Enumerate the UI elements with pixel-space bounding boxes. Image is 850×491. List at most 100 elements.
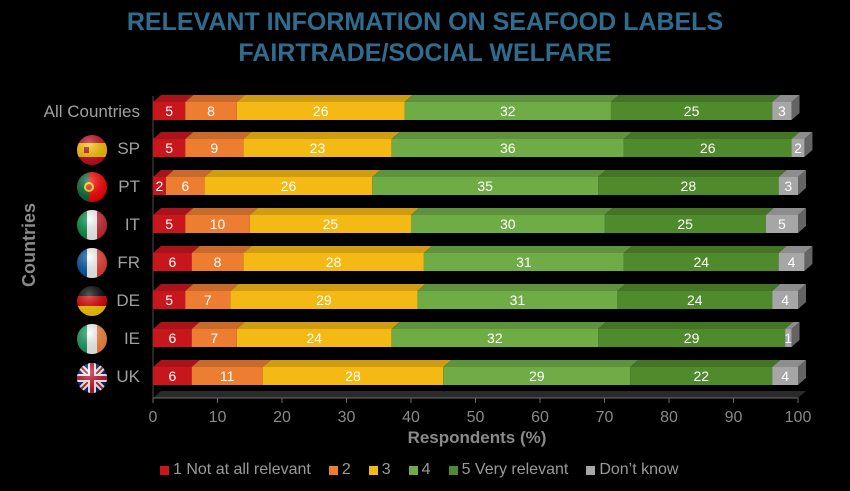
bar-segment [423, 253, 624, 271]
bar-segment [262, 367, 444, 385]
legend-label: 2 [341, 461, 351, 478]
category-label: IT [125, 215, 140, 234]
category-label: All Countries [44, 102, 140, 121]
bar-segment [772, 367, 798, 385]
bar-top-face [153, 284, 194, 291]
legend-item: 5 Very relevant [448, 461, 568, 479]
x-tick-label: 90 [725, 409, 743, 426]
bar-side-face [798, 208, 806, 233]
bar-value-label: 28 [326, 254, 342, 270]
bar-value-label: 5 [778, 216, 786, 232]
bar-segment [153, 329, 192, 347]
bar-value-label: 24 [687, 292, 703, 308]
bar-segment [153, 367, 192, 385]
bar-segment [623, 253, 779, 271]
bar-segment [204, 177, 373, 195]
legend-label: 4 [421, 461, 431, 478]
bar-top-face [772, 284, 806, 291]
bar-segment [185, 215, 250, 233]
bar-value-label: 7 [204, 292, 212, 308]
bar-top-face [785, 322, 800, 329]
bar-top-face [391, 132, 632, 139]
ireland-flag-icon [77, 324, 107, 354]
bar-value-label: 25 [323, 216, 339, 232]
bar-segment [617, 291, 773, 309]
legend-item: 4 [408, 461, 431, 479]
bar-top-face [185, 95, 245, 102]
bar-value-label: 32 [487, 330, 503, 346]
x-tick-label: 100 [785, 409, 812, 426]
bar-segment [623, 139, 792, 157]
bar-top-face [372, 170, 607, 177]
bar-segment [417, 291, 618, 309]
x-tick-label: 40 [402, 409, 420, 426]
bar-segment [404, 102, 611, 120]
bar-segment [191, 367, 263, 385]
bar-segment [243, 139, 392, 157]
france-flag-icon [77, 248, 107, 278]
bar-value-label: 25 [677, 216, 693, 232]
bar-top-face [153, 132, 194, 139]
category-label: SP [117, 139, 140, 158]
bar-segment [153, 215, 186, 233]
x-tick-label: 10 [209, 409, 227, 426]
bar-value-label: 22 [693, 368, 709, 384]
bar-value-label: 7 [210, 330, 218, 346]
x-tick-label: 80 [660, 409, 678, 426]
bar-side-face [804, 246, 813, 271]
bar-top-face [417, 284, 626, 291]
bar-value-label: 35 [477, 178, 493, 194]
bar-value-label: 29 [316, 292, 332, 308]
bar-top-face [404, 95, 619, 102]
bar-top-face [262, 360, 452, 367]
bar-top-face [604, 208, 774, 215]
bar-value-label: 4 [781, 368, 789, 384]
legend: 1 Not at all relevant 2 3 4 5 Very relevant D… [160, 461, 678, 479]
legend-label: 3 [381, 461, 391, 478]
bar-segment [236, 102, 405, 120]
bar-segment [236, 329, 392, 347]
bar-top-face [191, 360, 271, 367]
legend-item: 1 Not at all relevant [160, 461, 311, 479]
bar-value-label: 5 [165, 216, 173, 232]
bar-value-label: 28 [345, 368, 361, 384]
y-axis-label: Countries [19, 203, 39, 287]
category-label: UK [116, 367, 140, 386]
bar-value-label: 6 [168, 254, 176, 270]
bar-value-label: 4 [788, 254, 796, 270]
bar-segment [153, 139, 186, 157]
bar-segment [153, 291, 186, 309]
bar-segment [391, 139, 624, 157]
bar-value-label: 24 [306, 330, 322, 346]
bar-top-face [772, 95, 800, 102]
uk-flag-icon [77, 363, 107, 393]
bar-value-label: 25 [684, 103, 700, 119]
bar-top-face [185, 132, 252, 139]
x-tick-label: 70 [596, 409, 614, 426]
bar-top-face [765, 208, 806, 215]
x-tick-label: 30 [338, 409, 356, 426]
bar-segment [785, 329, 792, 347]
x-tick-label: 50 [467, 409, 485, 426]
bar-top-face [598, 170, 787, 177]
legend-item: 3 [368, 461, 391, 479]
bar-value-label: 6 [181, 178, 189, 194]
category-label: IE [124, 329, 140, 348]
category-label: FR [117, 253, 140, 272]
bar-top-face [185, 284, 239, 291]
bar-top-face [249, 208, 419, 215]
spain-flag-icon [77, 135, 107, 165]
bar-top-face [191, 246, 252, 253]
bar-top-face [243, 246, 432, 253]
bar-segment [411, 215, 605, 233]
bar-top-face [243, 132, 400, 139]
bar-segment [765, 215, 798, 233]
bar-segment [391, 329, 599, 347]
bar-segment [185, 102, 237, 120]
bar-segment [185, 291, 231, 309]
bar-segment [772, 102, 792, 120]
x-tick-label: 60 [531, 409, 549, 426]
bar-top-face [185, 208, 258, 215]
bar-value-label: 5 [165, 292, 173, 308]
